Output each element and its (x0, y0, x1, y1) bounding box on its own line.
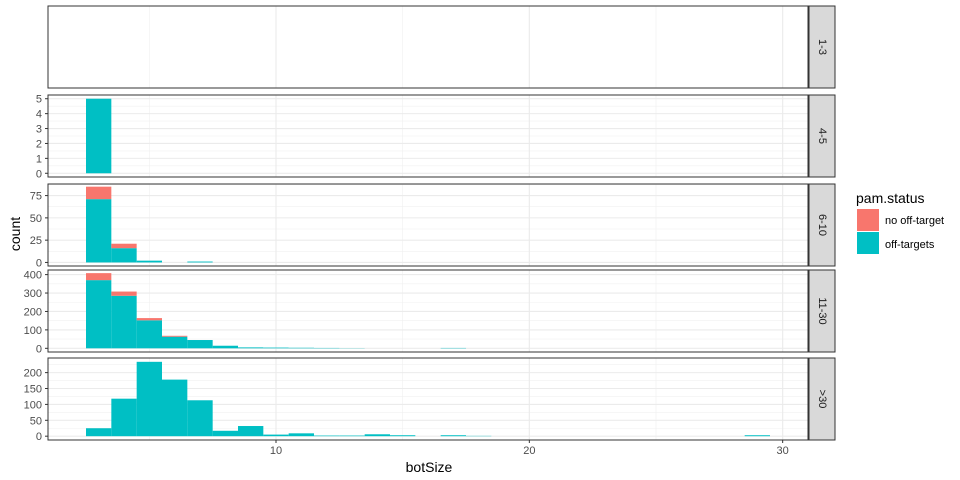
facet-panel-5: 0 50 100 150 200 >30 (24, 357, 836, 443)
facet-panel-3: 0 25 50 75 6-10 (30, 183, 836, 269)
bar-off-targets (263, 434, 289, 437)
bar-no-off-target (86, 273, 112, 281)
bar-off-targets (314, 435, 340, 437)
legend-label-no-off-target: no off-target (885, 215, 944, 227)
panel-background (48, 6, 808, 88)
y-tick-label: 0 (36, 431, 42, 443)
y-tick-label: 75 (30, 191, 42, 203)
y-tick-label: 25 (30, 235, 42, 247)
facet-panel-2: 0 1 2 3 4 5 4-5 (36, 94, 836, 180)
x-axis: 10 20 30 (270, 440, 789, 457)
panel-border (47, 5, 809, 89)
legend-key-no-off-target (857, 209, 879, 231)
y-tick-label: 150 (24, 384, 42, 396)
bar-off-targets (86, 98, 112, 174)
panel-border (47, 269, 809, 353)
facet-panel-4: 0 100 200 300 400 11-30 (24, 269, 836, 355)
bar-off-targets (86, 280, 112, 349)
y-tick-label: 1 (36, 153, 42, 165)
legend-key-off-targets (857, 232, 879, 254)
bar-no-off-target (86, 186, 112, 200)
bar-off-targets (288, 433, 314, 437)
facet-strip-label: 6-10 (816, 214, 828, 236)
bar-off-targets (111, 295, 137, 349)
y-axis-title: count (7, 217, 23, 251)
facet-strip-label: 1-3 (816, 39, 828, 55)
bar-off-targets (162, 379, 188, 437)
bar-off-targets (238, 347, 264, 349)
bar-off-targets (364, 434, 390, 437)
bar-off-targets (162, 336, 188, 349)
bar-off-targets (390, 435, 416, 437)
y-tick-label: 200 (24, 368, 42, 380)
y-tick-label: 50 (30, 415, 42, 427)
legend: pam.status no off-target off-targets (856, 190, 944, 254)
panel-background (48, 184, 808, 266)
panel-border (47, 94, 809, 178)
facet-panel-1: 1-3 (47, 5, 836, 89)
y-tick-label: 2 (36, 138, 42, 150)
y-tick-label: 0 (36, 257, 42, 269)
bar-off-targets (339, 435, 365, 437)
y-tick-label: 3 (36, 124, 42, 136)
y-tick-label: 200 (24, 306, 42, 318)
x-tick-label: 30 (777, 445, 789, 457)
x-tick-label: 10 (270, 445, 282, 457)
bar-off-targets (212, 430, 238, 437)
facet-strip-label: >30 (816, 390, 828, 409)
facet-strip-label: 11-30 (816, 297, 828, 324)
legend-label-off-targets: off-targets (885, 239, 935, 251)
facet-strip (808, 5, 836, 89)
panel-border (47, 183, 809, 267)
bar-off-targets (86, 199, 112, 263)
x-tick-label: 20 (523, 445, 535, 457)
facet-strip (808, 269, 836, 353)
y-tick-label: 400 (24, 270, 42, 282)
facet-strip (808, 94, 836, 178)
bar-no-off-target (111, 243, 137, 249)
bar-off-targets (86, 428, 112, 437)
bar-off-targets (288, 347, 314, 349)
bar-off-targets (263, 347, 289, 349)
x-axis-title: botSize (406, 459, 453, 475)
bar-off-targets (238, 426, 264, 437)
facet-strip (808, 357, 836, 441)
y-tick-label: 300 (24, 288, 42, 300)
bar-off-targets (136, 320, 162, 349)
facet-strip-label: 4-5 (816, 128, 828, 144)
bar-off-targets (187, 400, 213, 437)
bar-off-targets (111, 248, 137, 263)
legend-title: pam.status (856, 190, 924, 206)
bar-off-targets (136, 361, 162, 437)
bar-off-targets (111, 398, 137, 437)
panels-layer: 1-3 0 1 2 3 4 5 4-5 0 25 50 75 6-10 0 100 200 300 400 11-3… (24, 5, 836, 443)
panel-border (47, 357, 809, 441)
y-tick-label: 5 (36, 94, 42, 106)
bar-off-targets (136, 260, 162, 263)
bar-no-off-target (136, 318, 162, 321)
y-tick-label: 4 (36, 109, 42, 121)
bar-no-off-target (162, 335, 188, 337)
y-tick-label: 0 (36, 168, 42, 180)
y-tick-label: 100 (24, 325, 42, 337)
bar-off-targets (440, 435, 466, 437)
y-tick-label: 100 (24, 399, 42, 411)
bar-off-targets (187, 261, 213, 263)
bar-off-targets (212, 345, 238, 349)
y-tick-label: 50 (30, 213, 42, 225)
bar-off-targets (187, 340, 213, 349)
bar-no-off-target (111, 291, 137, 296)
facet-strip (808, 183, 836, 267)
y-tick-label: 0 (36, 343, 42, 355)
bar-off-targets (744, 435, 770, 437)
